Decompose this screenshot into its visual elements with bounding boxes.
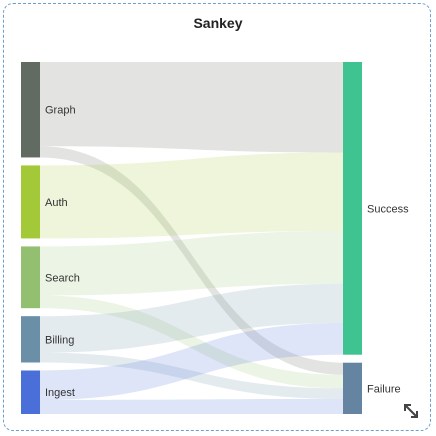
sankey-node-success[interactable] (343, 62, 362, 355)
sankey-link-search-failure[interactable] (40, 295, 343, 389)
sankey-link-billing-success[interactable] (40, 283, 343, 353)
sankey-node-auth[interactable] (21, 165, 40, 239)
resize-diagonal-icon[interactable] (402, 402, 420, 420)
sankey-node-billing[interactable] (21, 316, 40, 363)
chart-frame (3, 3, 431, 431)
sankey-node-label-success: Success (367, 203, 409, 215)
sankey-link-graph-failure[interactable] (40, 146, 343, 375)
sankey-link-billing-failure[interactable] (40, 352, 343, 399)
sankey-link-ingest-success[interactable] (40, 323, 343, 400)
sankey-link-search-success[interactable] (40, 230, 343, 296)
sankey-node-label-billing: Billing (45, 334, 74, 346)
sankey-node-search[interactable] (21, 246, 40, 309)
sankey-node-ingest[interactable] (21, 370, 40, 414)
sankey-link-ingest-failure[interactable] (40, 398, 343, 414)
sankey-link-graph-success[interactable] (40, 62, 343, 153)
sankey-node-label-search: Search (45, 272, 80, 284)
chart-title: Sankey (193, 15, 243, 31)
sankey-node-label-failure: Failure (367, 383, 401, 395)
sankey-node-graph[interactable] (21, 62, 40, 158)
sankey-node-failure[interactable] (343, 362, 362, 414)
sankey-node-label-auth: Auth (45, 197, 68, 209)
sankey-node-label-graph: Graph (45, 105, 76, 117)
sankey-link-auth-success[interactable] (40, 152, 343, 239)
sankey-node-label-ingest: Ingest (45, 387, 75, 399)
